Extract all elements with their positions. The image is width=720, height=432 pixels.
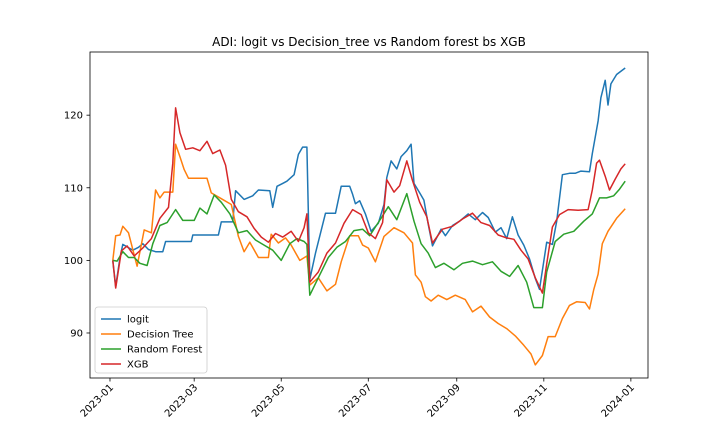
x-tick-label: 2023-09 [426,382,463,419]
y-axis: 90 100 110 120 [64,111,90,339]
y-tick-label: 100 [64,256,83,267]
x-axis: 2023-01 2023-03 2023-05 2023-07 2023-09 2023-… [79,378,637,420]
chart-title: ADI: logit vs Decision_tree vs Random fo… [212,35,526,49]
x-tick-label: 2023-03 [163,382,200,419]
legend-label-1: Decision Tree [127,330,194,341]
x-tick-label: 2023-07 [337,382,374,419]
series-layer [112,67,626,366]
series-line-0 [112,67,626,291]
legend: logit Decision Tree Random Forest XGB [94,306,208,374]
y-tick-label: 120 [64,111,83,122]
x-tick-label: 2023-05 [250,382,287,419]
series-line-2 [112,180,626,309]
x-tick-label: 2023-01 [79,382,116,419]
series-line-1 [112,143,626,366]
plot-area-frame [89,51,649,379]
legend-label-0: logit [127,315,149,326]
legend-box [94,306,208,374]
y-tick-label: 90 [70,328,83,339]
y-tick-label: 110 [64,183,83,194]
x-tick-label: 2023-11 [513,382,550,419]
series-line-3 [112,107,626,294]
legend-label-2: Random Forest [127,345,202,356]
x-tick-label: 2024-01 [600,382,637,419]
legend-label-3: XGB [127,360,149,371]
